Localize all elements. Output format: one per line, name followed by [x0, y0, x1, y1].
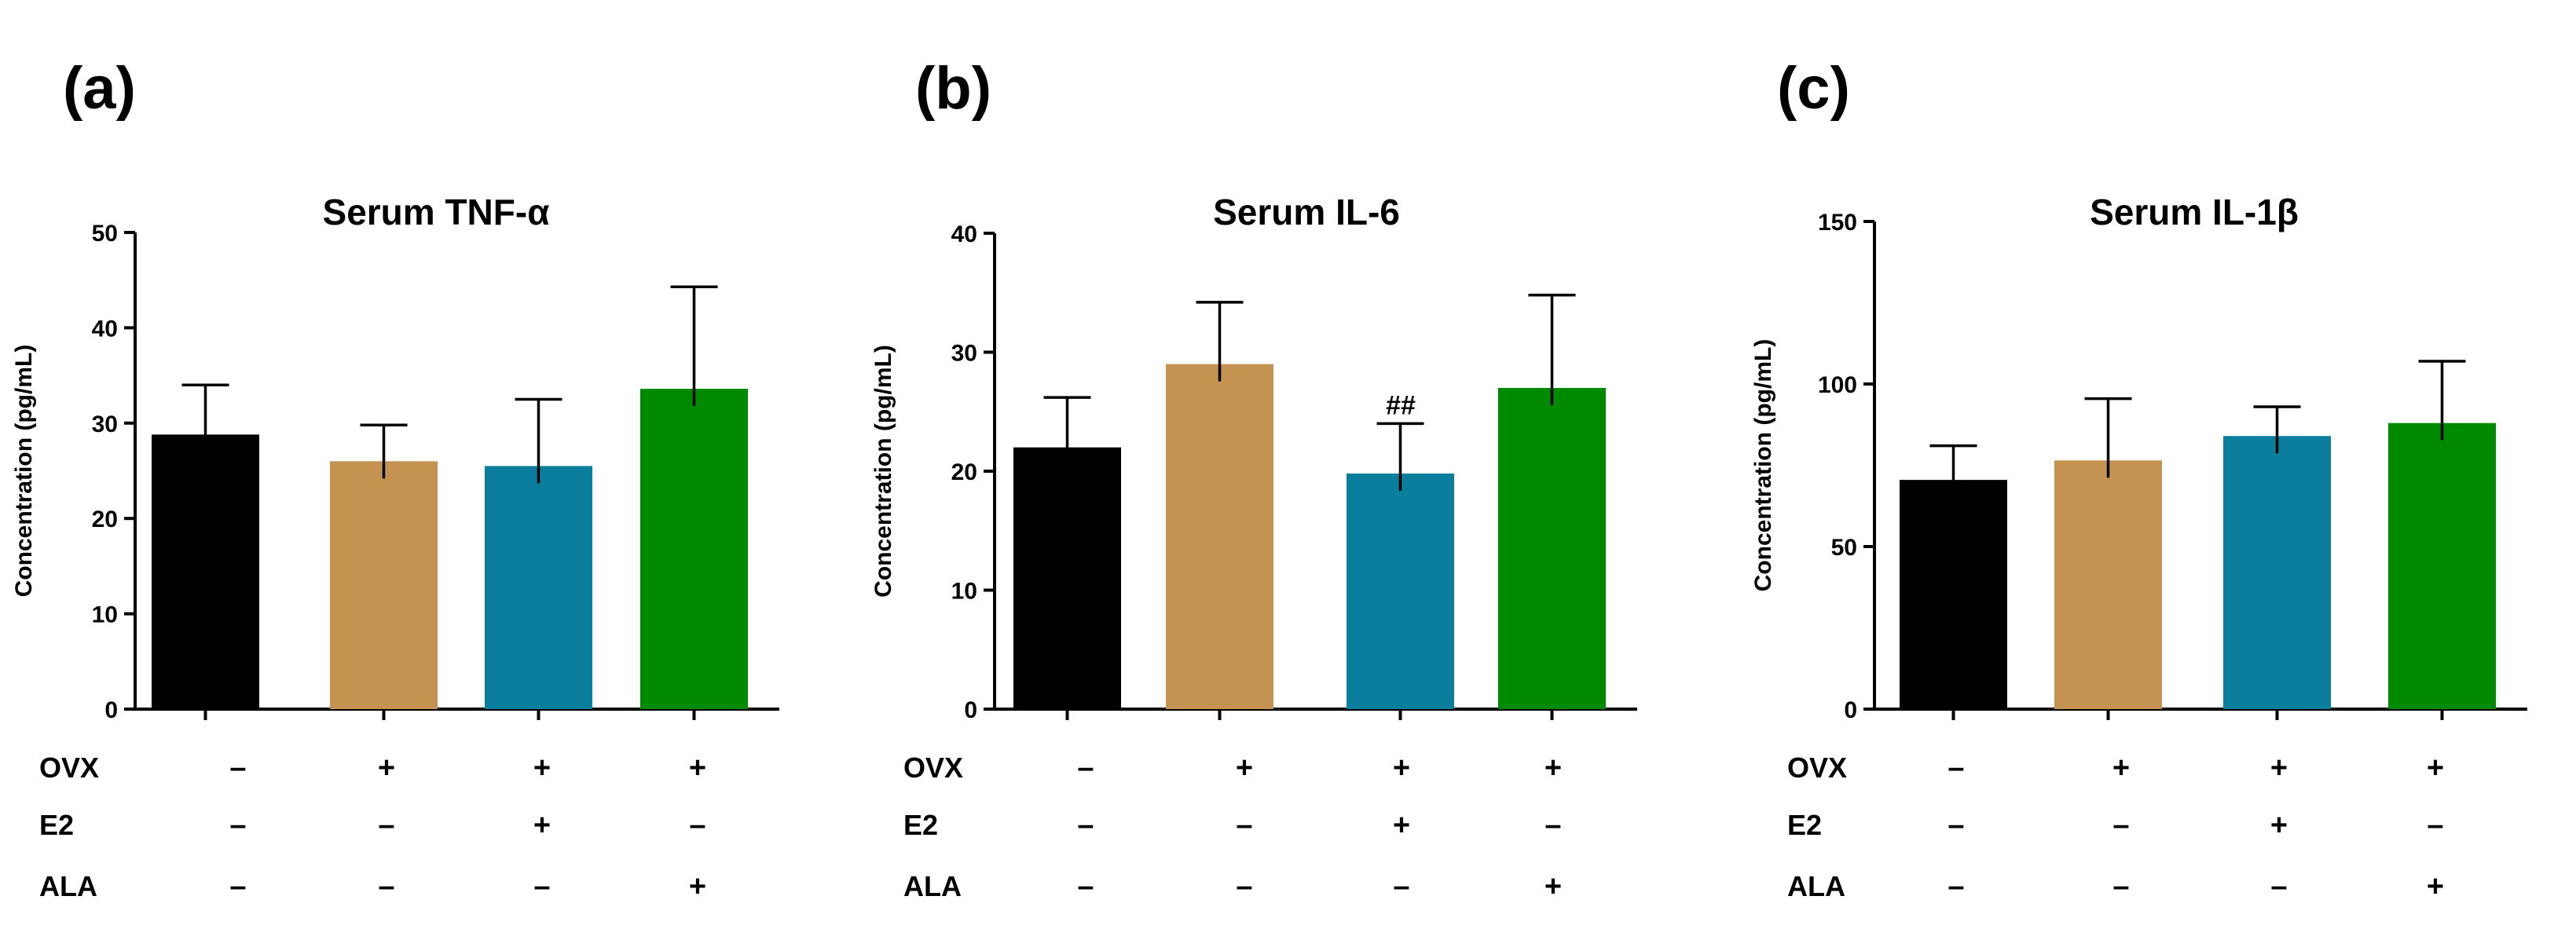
y-tick-label: 40	[92, 316, 118, 342]
treatment-sign: –	[378, 809, 394, 842]
panel-letter: (b)	[915, 55, 991, 122]
treatment-sign: –	[1948, 752, 1964, 785]
y-tick-label: 0	[1844, 697, 1857, 723]
treatment-sign: –	[2112, 809, 2129, 842]
bar-ovx-ala	[2388, 422, 2496, 709]
treatment-label-ala: ALA	[39, 870, 97, 902]
bar-ovx-e2	[2223, 436, 2331, 709]
treatment-sign: +	[2427, 870, 2444, 903]
y-tick-label: 20	[951, 459, 977, 485]
chart-panel-3: (c) Serum IL-1β Concentration (pg/mL) 0 50 10…	[1750, 55, 2527, 903]
bar-ovx-e2	[485, 466, 592, 709]
chart-title: Serum IL-1β	[2090, 192, 2299, 232]
treatment-sign: +	[2270, 809, 2288, 842]
y-tick-label: 20	[92, 507, 118, 532]
y-tick-label: 150	[1818, 210, 1857, 236]
y-tick-label: 0	[964, 697, 977, 723]
treatment-sign: +	[1545, 752, 1562, 785]
treatment-sign: –	[2270, 870, 2287, 903]
treatment-sign: –	[1948, 809, 1964, 842]
treatment-label-ala: ALA	[903, 870, 962, 902]
y-tick-label: 30	[92, 411, 118, 437]
y-tick-label: 100	[1818, 372, 1857, 398]
treatment-sign: +	[1545, 870, 1562, 903]
y-tick-label: 50	[92, 221, 118, 247]
treatment-sign: –	[1545, 809, 1561, 842]
treatment-sign: –	[229, 870, 246, 903]
treatment-sign: +	[533, 752, 551, 785]
panel-letter: (a)	[63, 55, 136, 122]
chart-panel-1: (a) Serum TNF-α Concentration (pg/mL) 0 10 20…	[11, 55, 779, 903]
treatment-sign: –	[1236, 809, 1252, 842]
y-tick-label: 50	[1831, 535, 1857, 561]
bar-ovx-ala	[640, 389, 748, 709]
chart-panel-2: (b) Serum IL-6 Concentration (pg/mL) 0 10 20 3…	[870, 55, 1637, 903]
treatment-sign: –	[2112, 870, 2129, 903]
treatment-label-e2: E2	[1787, 809, 1822, 841]
panel-letter: (c)	[1777, 55, 1850, 122]
treatment-label-ala: ALA	[1787, 870, 1845, 902]
treatment-label-e2: E2	[903, 809, 938, 841]
chart-title: Serum IL-6	[1213, 192, 1400, 232]
treatment-sign: +	[1236, 752, 1253, 785]
treatment-label-ovx: OVX	[39, 752, 99, 784]
treatment-sign: +	[1393, 809, 1410, 842]
y-tick-label: 30	[951, 341, 977, 367]
treatment-sign: –	[1077, 870, 1094, 903]
treatment-sign: –	[533, 870, 550, 903]
bar-ovx	[2054, 460, 2162, 709]
treatment-sign: –	[1077, 809, 1094, 842]
treatment-sign: +	[378, 752, 395, 785]
y-axis-label: Concentration (pg/mL)	[1750, 339, 1776, 592]
treatment-sign: +	[689, 870, 706, 903]
bar-ovx	[1166, 364, 1273, 709]
chart-title: Serum TNF-α	[323, 192, 550, 232]
y-tick-label: 10	[92, 602, 118, 628]
treatment-sign: –	[689, 809, 705, 842]
treatment-sign: –	[378, 870, 394, 903]
treatment-sign: –	[1236, 870, 1252, 903]
treatment-label-e2: E2	[39, 809, 74, 841]
y-tick-label: 10	[951, 579, 977, 605]
y-tick-label: 0	[104, 697, 118, 723]
treatment-sign: –	[1393, 870, 1409, 903]
treatment-sign: +	[2427, 752, 2444, 785]
significance-annotation: ##	[1386, 390, 1416, 420]
treatment-sign: –	[229, 752, 246, 785]
treatment-label-ovx: OVX	[1787, 752, 1847, 784]
treatment-sign: +	[1393, 752, 1410, 785]
treatment-sign: –	[2427, 809, 2443, 842]
bar-ovx-ala	[1498, 387, 1606, 709]
treatment-sign: –	[1948, 870, 1964, 903]
bar-sham	[152, 434, 259, 709]
y-axis-label: Concentration (pg/mL)	[11, 345, 37, 598]
bar-ovx	[330, 461, 438, 709]
treatment-sign: –	[1077, 752, 1094, 785]
treatment-sign: +	[2270, 752, 2288, 785]
bar-ovx-e2	[1347, 474, 1454, 709]
bar-sham	[1013, 447, 1121, 709]
treatment-sign: +	[689, 752, 706, 785]
treatment-sign: –	[229, 809, 246, 842]
treatment-label-ovx: OVX	[903, 752, 963, 784]
treatment-sign: +	[533, 809, 551, 842]
y-tick-label: 40	[951, 221, 977, 247]
y-axis-label: Concentration (pg/mL)	[870, 345, 896, 598]
treatment-sign: +	[2112, 752, 2130, 785]
bar-sham	[1900, 480, 2007, 709]
